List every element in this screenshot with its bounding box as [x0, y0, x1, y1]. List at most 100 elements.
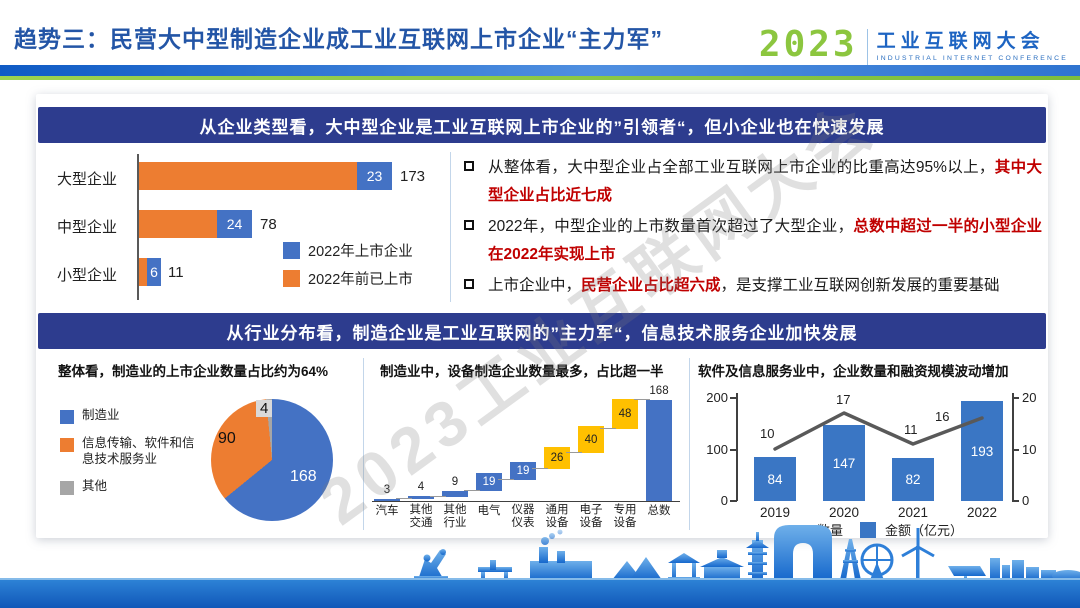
- combo-line-value-2022: 16: [935, 409, 950, 424]
- chart1-category-medium: 中型企业: [57, 219, 118, 236]
- wind-turbine-icon: [901, 528, 935, 580]
- combo-legend-label-amount: 金额（亿元）: [885, 523, 964, 538]
- wf-bar-electrical: 19: [476, 473, 502, 491]
- wf-bar-auto: [374, 499, 400, 501]
- wf-xlabel-other-industry: 其他行业: [443, 503, 467, 529]
- combo-bar-2019: 84: [754, 457, 796, 501]
- wf-xlabel-electronic-equipment: 电子设备: [579, 503, 603, 529]
- pie-value-other: 4: [256, 400, 273, 417]
- chart1-bar-medium-prelisted: [139, 210, 217, 238]
- wf-value-total: 168: [649, 385, 669, 397]
- bullet2-text: 2022年，中型企业的上市数量首次超过了大型企业，: [488, 218, 854, 236]
- robot-arm-icon: [414, 549, 448, 580]
- wf-value-other-transport: 4: [417, 481, 425, 493]
- pie-legend-item-manufacturing: 制造业: [60, 408, 200, 424]
- combo-right-axis: [1012, 393, 1014, 501]
- waterfall-chart: 3 4 9 19 19 26 40 48 168 汽车 其他交通: [366, 380, 688, 530]
- combo-bar-2020: 147: [823, 425, 865, 501]
- section-combo: 软件及信息服务业中，企业数量和融资规模波动增加 200 100 0 20 10 …: [692, 356, 1046, 538]
- combo-line-value-2021: 11: [904, 422, 918, 437]
- bullet3-text: 上市企业中，: [488, 277, 582, 295]
- wf-xlabel-other-transport: 其他交通: [409, 503, 433, 529]
- bullet1-text: 从整体看，大中型企业占全部工业互联网上市企业的比重高达95%以上，: [488, 159, 995, 176]
- page-title: 趋势三：民营大中型制造企业成工业互联网上市企业“主力军”: [14, 26, 663, 52]
- pie-value-it-services: 90: [218, 430, 236, 447]
- pie-chart: [211, 399, 333, 521]
- combo-right-tick-10: 10: [1022, 442, 1037, 457]
- factory-icon: [530, 529, 592, 580]
- gate-tower-icon: [774, 525, 832, 580]
- chart1-total-medium: 78: [260, 216, 277, 233]
- ferris-wheel-icon: [860, 543, 894, 580]
- legend-swatch-blue: [60, 410, 74, 424]
- tower-icon: [840, 539, 861, 580]
- waterfall-x-axis: [372, 500, 680, 502]
- chart1-legend-label-2022: 2022年上市企业: [308, 244, 413, 260]
- legend-swatch-gray: [60, 481, 74, 496]
- combo-chart: 200 100 0 20 10 0 84 147 82 193 10 17 11…: [692, 356, 1046, 538]
- chart1-bar-medium-2022: 24: [217, 210, 252, 238]
- key-points-list: 从整体看，大中型企业占全部工业互联网上市企业的比重高达95%以上，其中大型企业占…: [462, 154, 1042, 304]
- combo-left-axis: [736, 393, 738, 501]
- legend-swatch-orange: [60, 438, 74, 452]
- chart1-legend-label-prelisted: 2022年前已上市: [308, 272, 413, 288]
- wf-value-other-industry: 9: [451, 476, 459, 488]
- combo-line-value-2020: 17: [836, 392, 851, 407]
- wf-bar-other-transport: [408, 496, 434, 499]
- banner-industry-distribution: 从行业分布看，制造企业是工业互联网的”主力军“，信息技术服务企业加快发展: [38, 313, 1046, 349]
- wf-bar-general-equipment: 26: [544, 447, 570, 469]
- chart1-bar-large-2022: 23: [357, 162, 392, 190]
- chart1-legend-item-prelisted: 2022年前已上市: [283, 268, 413, 289]
- combo-line-series: [773, 411, 984, 451]
- banner-company-type: 从企业类型看，大中型企业是工业互联网上市企业的”引领者“，但小企业也在快速发展: [38, 107, 1046, 143]
- legend-swatch-orange: [283, 270, 300, 287]
- gantry-icon: [478, 560, 512, 580]
- section-pie: 整体看，制造业的上市企业数量占比约为64% 制造业 信息传输、软件和信息技术服务…: [38, 356, 362, 534]
- wf-bar-electronic-equipment: 40: [578, 426, 604, 453]
- divider-pie-waterfall: [363, 358, 364, 530]
- hills-icon: [612, 557, 662, 580]
- pie-legend-label-it-services: 信息传输、软件和信息技术服务业: [82, 436, 195, 466]
- wf-bar-special-equipment: 48: [612, 399, 638, 429]
- chart1-legend: 2022年上市企业 2022年前已上市: [283, 240, 413, 289]
- wf-bar-instruments: 19: [510, 462, 536, 480]
- chart1-bar-small-2022: 6: [147, 258, 161, 286]
- combo-right-tick-20: 20: [1022, 390, 1037, 405]
- square-bullet-icon: [464, 220, 474, 231]
- divider-chart-bullets: [450, 152, 451, 302]
- bullet3-emphasis: 民营企业占比超六成: [581, 277, 721, 295]
- pavilion-icon: [668, 553, 700, 580]
- chart-company-size: 大型企业 23 173 中型企业 24 78 小型企业 6 11 2022年上市…: [38, 148, 448, 308]
- pie-legend: 制造业 信息传输、软件和信息技术服务业 其他: [60, 408, 200, 496]
- combo-title: 软件及信息服务业中，企业数量和融资规模波动增加: [698, 364, 1009, 379]
- combo-right-tick-0: 0: [1022, 493, 1030, 508]
- bullet-overall-share: 从整体看，大中型企业占全部工业互联网上市企业的比重高达95%以上，其中大型企业占…: [462, 154, 1042, 209]
- water-band: [0, 578, 1080, 608]
- divider-waterfall-combo: [689, 358, 690, 530]
- chart1-legend-item-2022: 2022年上市企业: [283, 240, 413, 261]
- bullet1-emphasis: 其中大型企业占比近七成: [488, 159, 1042, 204]
- bullet-private-share: 上市企业中，民营企业占比超六成，是支撑工业互联网创新发展的重要基础: [462, 272, 1042, 300]
- pie-legend-label-manufacturing: 制造业: [82, 408, 120, 422]
- combo-left-tick-0: 0: [720, 493, 728, 508]
- chart1-bar-small-prelisted: [139, 258, 147, 286]
- chart1-y-axis: [137, 154, 139, 300]
- combo-left-tick-200: 200: [706, 390, 728, 405]
- wf-xlabel-auto: 汽车: [375, 504, 399, 517]
- wf-xlabel-general-equipment: 通用设备: [545, 503, 569, 529]
- combo-bar-2021: 82: [892, 458, 934, 501]
- chart1-category-small: 小型企业: [57, 267, 118, 284]
- wf-xlabel-electrical: 电气: [477, 504, 501, 517]
- logo-name-en: INDUSTRIAL INTERNET CONFERENCE: [876, 55, 1068, 62]
- header-rule-blue: [0, 65, 1080, 76]
- chart1-category-large: 大型企业: [57, 171, 118, 188]
- pie-title: 整体看，制造业的上市企业数量占比约为64%: [58, 364, 329, 379]
- combo-year-2020: 2020: [828, 505, 860, 520]
- pie-legend-item-it-services: 信息传输、软件和信息技术服务业: [60, 436, 200, 467]
- combo-year-2022: 2022: [966, 505, 998, 520]
- chart1-total-large: 173: [400, 168, 426, 185]
- logo-year: 2023: [758, 23, 858, 65]
- wf-value-auto: 3: [383, 484, 391, 496]
- square-bullet-icon: [464, 161, 474, 171]
